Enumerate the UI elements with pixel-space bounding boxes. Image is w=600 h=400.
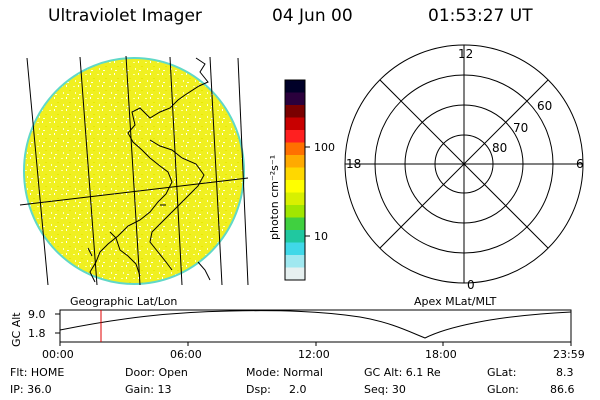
- altitude-ylabel: GC Alt: [10, 312, 23, 347]
- altitude-xtick-2359: 23:59: [553, 348, 585, 361]
- colorbar-swatch: [285, 242, 305, 256]
- colorbar-swatch: [285, 155, 305, 168]
- gc-alt-label: GC Alt: 6.1 Re: [364, 366, 441, 379]
- altitude-plot-frame: [59, 309, 572, 343]
- colorbar-swatch: [285, 80, 305, 93]
- dsp-label: Dsp:: [246, 383, 271, 396]
- coastline: [87, 57, 211, 283]
- colorbar-tick-100: 100: [314, 141, 335, 154]
- lat-label-60: 60: [537, 99, 552, 113]
- mode-label: Mode: Normal: [246, 366, 323, 379]
- apex-panel-label: Apex MLat/MLT: [414, 295, 497, 308]
- glat-label: GLat:: [487, 366, 517, 379]
- colorbar-swatch: [285, 142, 305, 156]
- glon-label: GLon:: [487, 383, 519, 396]
- colorbar-frame: [284, 79, 306, 281]
- earth-disk: [23, 57, 245, 285]
- ip-label: IP: 36.0: [10, 383, 52, 396]
- mlt-label-18: 18: [346, 157, 361, 171]
- altitude-x-ticks: [59, 342, 572, 346]
- door-label: Door: Open: [125, 366, 188, 379]
- uv-image: [19, 55, 249, 285]
- colorbar-ticks: [305, 146, 310, 237]
- colorbar-swatch: [285, 105, 305, 118]
- colorbar-swatch: [285, 92, 305, 106]
- colorbar-unit-label: photon cm⁻²s⁻¹: [268, 155, 281, 240]
- colorbar-tick-10: 10: [314, 230, 328, 243]
- glat-value: 8.3: [556, 366, 574, 379]
- colorbar: [285, 80, 305, 281]
- geo-panel-label: Geographic Lat/Lon: [70, 295, 177, 308]
- altitude-xtick-1800: 18:00: [425, 348, 457, 361]
- altitude-curve: [59, 310, 572, 339]
- colorbar-swatch: [285, 117, 305, 131]
- colorbar-swatch: [285, 217, 305, 231]
- polar-grid: [344, 44, 584, 284]
- gain-label: Gain: 13: [125, 383, 172, 396]
- lat-label-70: 70: [513, 121, 528, 135]
- colorbar-swatch: [285, 255, 305, 268]
- altitude-xtick-1200: 12:00: [298, 348, 330, 361]
- glon-value: 86.6: [550, 383, 575, 396]
- dsp-value: 2.0: [289, 383, 307, 396]
- colorbar-swatch: [285, 180, 305, 193]
- colorbar-swatch: [285, 130, 305, 143]
- longitude-grid: [19, 55, 249, 285]
- colorbar-swatch: [285, 267, 305, 281]
- date-label: 04 Jun 00: [272, 6, 353, 26]
- mlt-label-12: 12: [458, 47, 473, 61]
- mlt-label-0: 0: [467, 278, 475, 292]
- colorbar-swatch: [285, 192, 305, 206]
- altitude-xtick-0600: 06:00: [170, 348, 202, 361]
- seq-label: Seq: 30: [364, 383, 406, 396]
- flight-label: Flt: HOME: [10, 366, 65, 379]
- app-title: Ultraviolet Imager: [48, 6, 202, 26]
- colorbar-swatch: [285, 205, 305, 218]
- altitude-ytick-1-8: 1.8: [28, 327, 46, 340]
- mlt-label-6: 6: [576, 157, 584, 171]
- time-label: 01:53:27 UT: [428, 6, 533, 26]
- colorbar-swatch: [285, 230, 305, 243]
- lat-label-80: 80: [492, 141, 507, 155]
- colorbar-swatch: [285, 167, 305, 181]
- altitude-y-ticks: [55, 313, 60, 334]
- altitude-xtick-0000: 00:00: [42, 348, 74, 361]
- altitude-ytick-9: 9.0: [28, 308, 46, 321]
